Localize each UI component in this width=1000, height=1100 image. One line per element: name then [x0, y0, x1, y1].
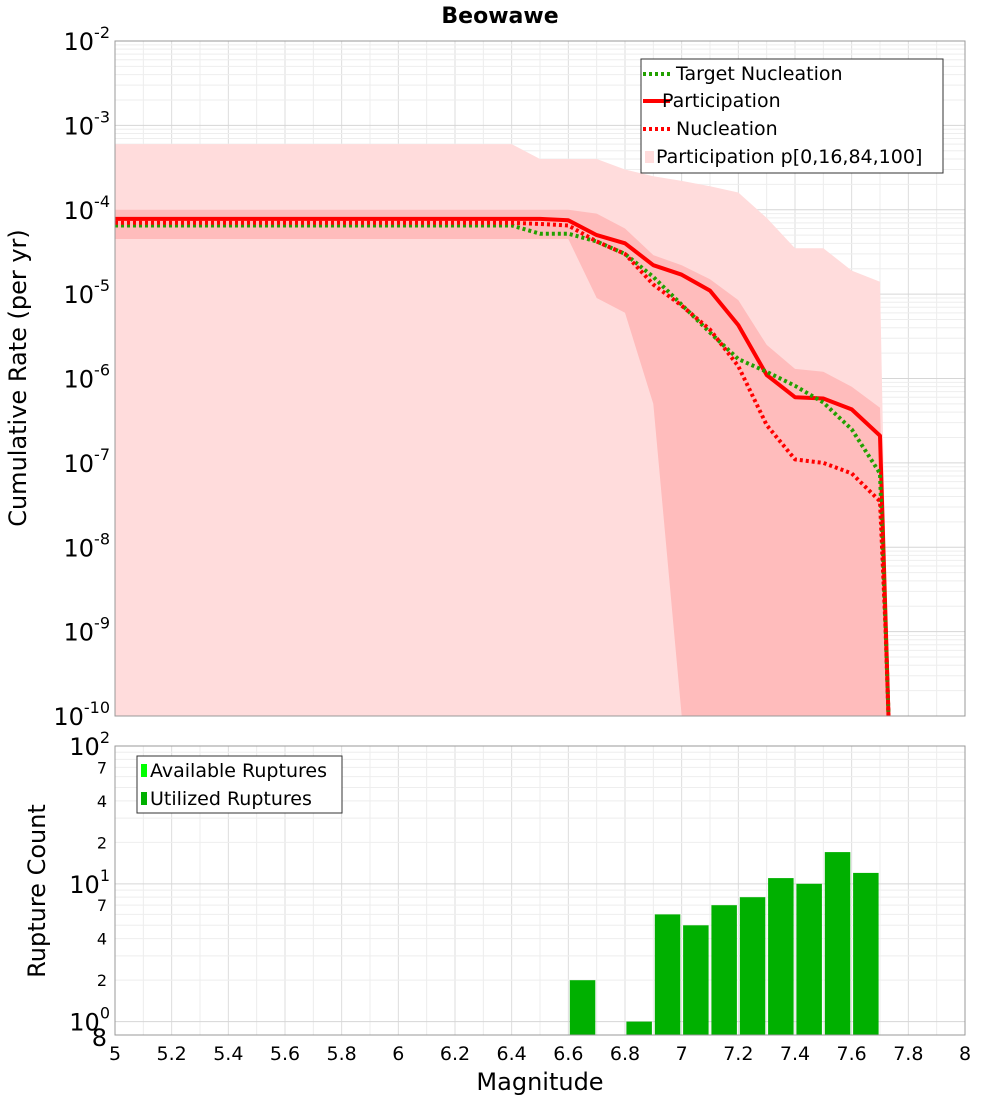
- legend-label-1: Participation: [662, 90, 781, 112]
- rate-plot-y-tick-label: 10-3: [64, 107, 111, 140]
- count-plot-x-tick-label: 5.2: [157, 1043, 187, 1065]
- rupture-bar: [569, 980, 596, 1035]
- rupture-bar: [683, 925, 709, 1035]
- participation-band-1: [115, 209, 889, 717]
- count-plot-y-tick-label: 7: [97, 896, 107, 915]
- count-plot-legend-box: [136, 755, 343, 814]
- legend-label-band: Participation p[0,16,84,100]: [656, 146, 922, 168]
- bar-legend-label-0: Available Ruptures: [150, 760, 327, 782]
- rate-plot-legend-box: [640, 58, 944, 174]
- count-plot-x-tick-label: 5.8: [327, 1043, 357, 1065]
- legend-swatch-band: [645, 151, 654, 163]
- rupture-bar: [768, 878, 794, 1035]
- rate-plot-y-tick-label: 10-10: [53, 698, 110, 731]
- count-plot-x-tick-label: 6.4: [497, 1043, 527, 1065]
- count-plot-y-tick-label: 102: [69, 728, 110, 761]
- count-plot-y-tick-label: 2: [97, 971, 107, 990]
- rate-plot-y-label: Cumulative Rate (per yr): [4, 229, 32, 527]
- rate-plot-y-tick-label: 10-6: [64, 361, 111, 394]
- rate-plot-y-tick-label: 10-5: [64, 276, 111, 309]
- rupture-bar: [739, 897, 766, 1035]
- count-plot-y-tick-label: 7: [97, 758, 107, 777]
- rate-plot-y-tick-label: 10-4: [64, 192, 111, 225]
- series-line-1: [115, 216, 891, 717]
- legend-label-2: Nucleation: [676, 118, 778, 140]
- count-plot-y-tick-label: 8: [92, 1024, 107, 1052]
- count-plot-x-tick-label: 7.6: [837, 1043, 867, 1065]
- rate-plot-y-tick-label: 10-8: [64, 529, 111, 562]
- count-plot-x-ticks: 5 5.2 5.4 5.6 5.8 6 6.2 6.4 6.6 6.8 7 7.2 7.4 7.6 7.8 8: [109, 1043, 971, 1065]
- count-plot-x-tick-label: 5.6: [270, 1043, 300, 1065]
- rate-plot-bands: [115, 144, 889, 717]
- series-line-2: [115, 220, 891, 717]
- bar-legend-swatch-0: [141, 764, 147, 777]
- count-plot-y-tick-label: 4: [97, 792, 107, 811]
- rate-plot-frame: [114, 40, 966, 717]
- rate-plot-y-tick-label: 10-7: [64, 445, 111, 478]
- count-plot-y-tick-label: 101: [69, 866, 110, 899]
- count-plot-x-tick-label: 7.8: [893, 1043, 923, 1065]
- count-plot-y-tick-label: 100: [69, 1004, 110, 1037]
- count-plot-x-label: Magnitude: [476, 1068, 603, 1096]
- rupture-bar: [654, 914, 681, 1035]
- count-plot-x-tick-label: 6.6: [553, 1043, 583, 1065]
- bar-legend-label-1: Utilized Ruptures: [150, 788, 312, 810]
- count-plot-bars: [569, 852, 879, 1035]
- chart-title: Beowawe: [441, 4, 558, 29]
- rate-plot-legend: Target Nucleation Participation Nucleation…: [640, 58, 944, 174]
- rate-plot-series: [115, 216, 891, 717]
- legend-label-0: Target Nucleation: [675, 63, 843, 85]
- rupture-bar: [626, 1021, 652, 1035]
- rupture-bar: [796, 883, 822, 1035]
- count-plot-y-label: Rupture Count: [23, 804, 51, 978]
- bar-legend-swatch-1: [141, 792, 147, 805]
- count-plot-x-tick-label: 6.2: [440, 1043, 470, 1065]
- rate-plot: 10-2 10-3 10-4 10-5 10-6 10-7 10-8 10-9 10-10 Cu…: [4, 23, 966, 731]
- count-plot-legend: Available Ruptures Utilized Ruptures: [136, 755, 343, 814]
- count-plot-y-tick-label: 2: [97, 833, 107, 852]
- count-plot-x-tick-label: 7: [676, 1043, 688, 1065]
- count-plot-x-tick-label: 6: [392, 1043, 404, 1065]
- count-plot-frame: [114, 745, 966, 1036]
- count-plot-x-tick-label: 5.4: [213, 1043, 243, 1065]
- rate-plot-y-tick-label: 10-9: [64, 614, 111, 647]
- rupture-bar: [711, 905, 737, 1035]
- series-line-0: [115, 223, 891, 717]
- rupture-bar: [853, 872, 879, 1035]
- count-plot-x-tick-label: 8: [959, 1043, 971, 1065]
- rate-plot-y-tick-label: 10-2: [64, 23, 111, 56]
- count-plot-x-tick-label: 7.4: [780, 1043, 810, 1065]
- count-plot-y-tick-label: 4: [97, 930, 107, 949]
- rupture-bar: [824, 852, 851, 1035]
- rate-plot-y-ticks: 10-2 10-3 10-4 10-5 10-6 10-7 10-8 10-9 10-10: [53, 23, 110, 731]
- count-plot-x-tick-label: 5: [109, 1043, 121, 1065]
- count-plot-x-tick-label: 7.2: [723, 1043, 753, 1065]
- count-plot-x-tick-label: 6.8: [610, 1043, 640, 1065]
